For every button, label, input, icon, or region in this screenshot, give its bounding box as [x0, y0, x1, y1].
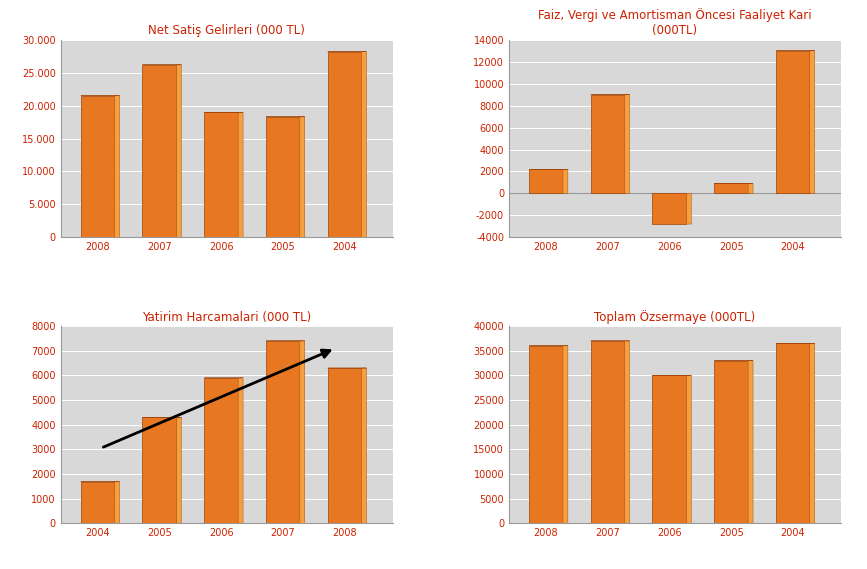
Polygon shape — [563, 346, 568, 523]
Polygon shape — [748, 183, 753, 193]
Polygon shape — [176, 65, 181, 237]
Bar — [653, 376, 687, 523]
Bar — [81, 481, 114, 523]
Polygon shape — [687, 376, 691, 523]
Polygon shape — [238, 112, 243, 237]
Polygon shape — [748, 361, 753, 523]
Polygon shape — [810, 343, 815, 523]
Polygon shape — [176, 418, 181, 523]
Title: Net Satiş Gelirleri (000 TL): Net Satiş Gelirleri (000 TL) — [148, 24, 305, 38]
Bar — [529, 169, 563, 193]
Bar — [590, 341, 624, 523]
Title: Faiz, Vergi ve Amortisman Öncesi Faaliyet Kari
(000TL): Faiz, Vergi ve Amortisman Öncesi Faaliye… — [538, 9, 812, 38]
Polygon shape — [238, 378, 243, 523]
Polygon shape — [687, 193, 691, 224]
Title: Yatirim Harcamalari (000 TL): Yatirim Harcamalari (000 TL) — [142, 311, 311, 324]
Bar — [205, 112, 238, 237]
Bar — [529, 346, 563, 523]
Bar — [776, 51, 810, 193]
Bar — [590, 94, 624, 193]
Polygon shape — [300, 117, 305, 237]
Bar — [142, 65, 176, 237]
Bar — [328, 52, 362, 237]
Polygon shape — [114, 481, 120, 523]
Title: Toplam Özsermaye (000TL): Toplam Özsermaye (000TL) — [595, 310, 756, 324]
Polygon shape — [810, 51, 815, 193]
Bar — [266, 341, 300, 523]
Polygon shape — [300, 341, 305, 523]
Polygon shape — [563, 169, 568, 193]
Bar — [776, 343, 810, 523]
Bar — [81, 96, 114, 237]
Polygon shape — [362, 52, 367, 237]
Polygon shape — [624, 341, 629, 523]
Polygon shape — [624, 94, 629, 193]
Bar — [266, 117, 300, 237]
Bar — [328, 368, 362, 523]
Bar — [205, 378, 238, 523]
Bar — [142, 418, 176, 523]
Polygon shape — [114, 96, 120, 237]
Bar — [714, 361, 748, 523]
Bar — [653, 193, 687, 224]
Bar — [714, 183, 748, 193]
Polygon shape — [362, 368, 367, 523]
